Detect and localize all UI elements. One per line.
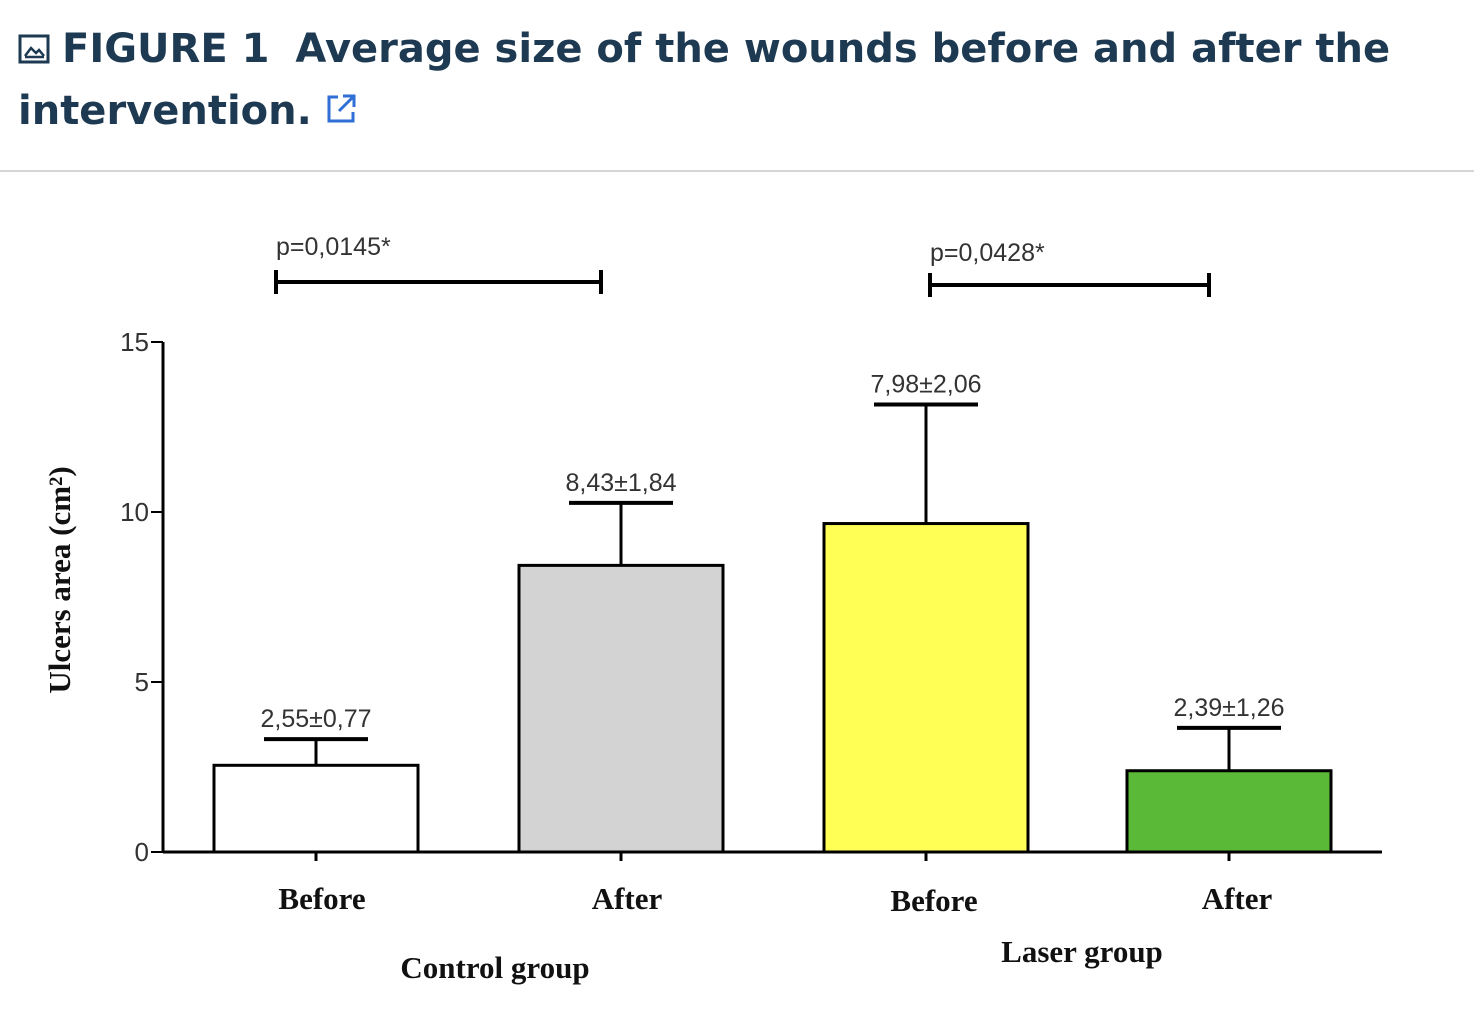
significance-label: p=0,0145* (276, 233, 391, 261)
value-label: 2,39±1,26 (1173, 694, 1284, 722)
image-icon (18, 21, 50, 64)
y-tick-label: 0 (135, 837, 149, 867)
bar (822, 522, 1030, 854)
header-divider (0, 170, 1474, 172)
figure-header: FIGURE 1 Average size of the wounds befor… (18, 18, 1438, 142)
x-category-label: Before (890, 883, 977, 918)
figure-caption: Average size of the wounds before and af… (18, 26, 1391, 134)
bar-chart: 0 5 10 15 Ulcers area (cm²) 2,55±0,77 Before 8,… (42, 233, 1382, 985)
x-group-label: Control group (400, 950, 589, 985)
x-category-label: After (592, 881, 663, 916)
y-tick-label: 10 (120, 497, 149, 527)
y-tick-label: 15 (120, 327, 149, 357)
bar (517, 563, 725, 854)
y-tick-label: 5 (135, 667, 149, 697)
bar (212, 763, 420, 854)
y-axis-label: Ulcers area (cm²) (42, 466, 77, 693)
figure-title: FIGURE 1 Average size of the wounds befor… (18, 18, 1438, 142)
significance-label: p=0,0428* (930, 239, 1045, 267)
figure-label: FIGURE 1 (62, 26, 270, 72)
value-label: 2,55±0,77 (260, 705, 371, 733)
bar (1125, 769, 1333, 854)
x-group-label: Laser group (1001, 934, 1163, 969)
value-label: 8,43±1,84 (565, 469, 676, 497)
external-link-icon[interactable] (324, 82, 358, 123)
x-category-label: Before (278, 881, 365, 916)
x-category-label: After (1202, 881, 1273, 916)
value-label: 7,98±2,06 (870, 371, 981, 399)
